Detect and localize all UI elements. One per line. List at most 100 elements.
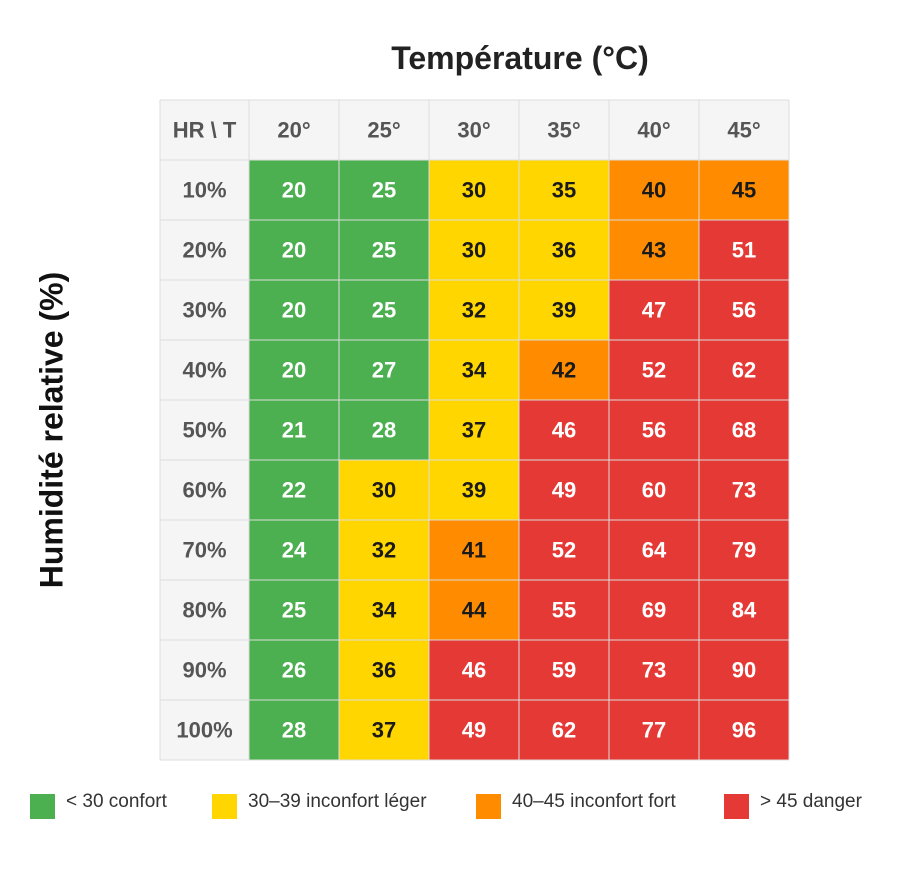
heatmap-cell: [609, 640, 699, 700]
legend-swatch: [212, 794, 237, 819]
heatmap-cell: [609, 520, 699, 580]
cell-value-label: 56: [732, 298, 756, 323]
header-col-bg: [160, 100, 249, 760]
chart-title: Température (°C): [391, 40, 649, 76]
heatmap-cell: [429, 580, 519, 640]
heatmap-cell: [519, 340, 609, 400]
cell-value-label: 49: [462, 718, 486, 743]
cell-value-label: 62: [552, 718, 576, 743]
heatmap-cell: [609, 700, 699, 760]
heatmap-cell: [699, 160, 789, 220]
heatmap-cell: [699, 520, 789, 580]
heatmap-cell: [609, 400, 699, 460]
heatmap-cell: [429, 520, 519, 580]
heatmap-cell: [249, 280, 339, 340]
heatmap-cell: [429, 220, 519, 280]
heatmap-cell: [249, 160, 339, 220]
cell-value-label: 34: [372, 598, 397, 623]
y-tick-label: 40%: [182, 358, 226, 383]
cell-value-label: 36: [372, 658, 396, 683]
cell-value-label: 43: [642, 238, 666, 263]
y-tick-label: 30%: [182, 298, 226, 323]
y-tick-label: 10%: [182, 178, 226, 203]
heatmap-cell: [339, 160, 429, 220]
heatmap-cell: [519, 460, 609, 520]
cell-value-label: 26: [282, 658, 306, 683]
cell-value-label: 25: [282, 598, 306, 623]
cell-value-label: 69: [642, 598, 666, 623]
heatmap-cell: [519, 520, 609, 580]
cell-value-label: 39: [462, 478, 486, 503]
heatmap-cell: [609, 340, 699, 400]
heatmap-cell: [699, 460, 789, 520]
y-tick-label: 20%: [182, 238, 226, 263]
heatmap-cell: [339, 280, 429, 340]
cell-value-label: 73: [732, 478, 756, 503]
x-tick-label: 20°: [277, 118, 310, 143]
y-tick-label: 100%: [176, 718, 232, 743]
cell-value-label: 40: [642, 178, 666, 203]
cell-value-label: 51: [732, 238, 756, 263]
cell-value-label: 30: [372, 478, 396, 503]
cell-value-label: 32: [462, 298, 486, 323]
legend-label: < 30 confort: [66, 791, 167, 812]
cell-value-label: 90: [732, 658, 756, 683]
legend-swatch: [724, 794, 749, 819]
heatmap-cell: [339, 580, 429, 640]
legend-item-confort: < 30 confort: [30, 790, 167, 819]
heatmap-cell: [429, 340, 519, 400]
cell-value-label: 37: [462, 418, 486, 443]
cell-value-label: 25: [372, 298, 396, 323]
legend: < 30 confort 30–39 inconfort léger 40–45…: [30, 790, 880, 824]
heatmap-cell: [249, 640, 339, 700]
x-tick-label: 30°: [457, 118, 490, 143]
cell-value-label: 46: [462, 658, 486, 683]
heatmap-cell: [699, 580, 789, 640]
cell-value-label: 84: [732, 598, 757, 623]
heatmap-cell: [249, 400, 339, 460]
header-row-bg: [160, 100, 789, 160]
heatmap-cell: [609, 460, 699, 520]
heatmap-cell: [339, 400, 429, 460]
cell-value-label: 68: [732, 418, 756, 443]
cell-value-label: 21: [282, 418, 306, 443]
cell-value-label: 20: [282, 298, 306, 323]
cell-value-label: 20: [282, 238, 306, 263]
x-tick-label: 25°: [367, 118, 400, 143]
heatmap-cell: [249, 340, 339, 400]
cell-value-label: 20: [282, 358, 306, 383]
legend-label: > 45 danger: [760, 791, 862, 812]
legend-item-danger: > 45 danger: [724, 790, 862, 819]
heatmap-cell: [429, 280, 519, 340]
y-tick-label: 80%: [182, 598, 226, 623]
cell-value-label: 52: [642, 358, 666, 383]
cell-value-label: 20: [282, 178, 306, 203]
heatmap-cell: [249, 580, 339, 640]
cell-value-label: 25: [372, 238, 396, 263]
x-tick-label: 45°: [727, 118, 760, 143]
heatmap-cell: [519, 580, 609, 640]
heatmap-cell: [699, 700, 789, 760]
cell-value-label: 73: [642, 658, 666, 683]
heatmap-cell: [519, 400, 609, 460]
heatmap-cell: [609, 580, 699, 640]
y-tick-label: 50%: [182, 418, 226, 443]
cell-value-label: 62: [732, 358, 756, 383]
cell-value-label: 30: [462, 178, 486, 203]
heatmap-cell: [249, 520, 339, 580]
heatmap-cell: [699, 640, 789, 700]
cell-value-label: 28: [282, 718, 306, 743]
cell-value-label: 44: [462, 598, 487, 623]
x-tick-label: 40°: [637, 118, 670, 143]
cell-value-label: 34: [462, 358, 487, 383]
cell-value-label: 49: [552, 478, 576, 503]
cell-value-label: 37: [372, 718, 396, 743]
cell-value-label: 36: [552, 238, 576, 263]
heatmap-cell: [339, 340, 429, 400]
cell-value-label: 56: [642, 418, 666, 443]
legend-item-inconfort-fort: 40–45 inconfort fort: [476, 790, 676, 819]
cell-value-label: 30: [462, 238, 486, 263]
cell-value-label: 79: [732, 538, 756, 563]
heatmap-cell: [519, 640, 609, 700]
heatmap-cell: [609, 280, 699, 340]
